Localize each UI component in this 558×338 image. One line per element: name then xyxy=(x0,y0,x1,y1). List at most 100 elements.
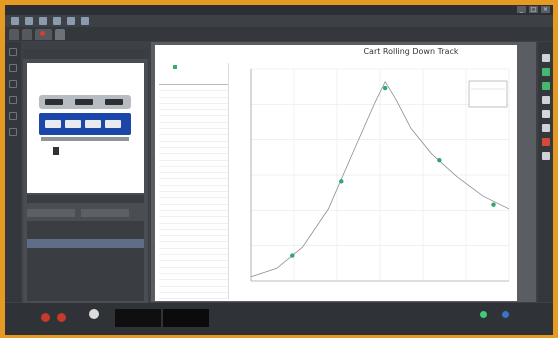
hardware-icon[interactable] xyxy=(9,48,17,56)
data-icon[interactable] xyxy=(9,64,17,72)
table-cell xyxy=(200,135,228,140)
table-cell xyxy=(171,116,200,121)
table-cell xyxy=(159,91,171,96)
connection-icon[interactable] xyxy=(480,311,487,318)
table-cell xyxy=(200,268,228,273)
app-window: _ □ × xyxy=(5,5,553,335)
scale-icon[interactable] xyxy=(542,54,550,62)
table-cell xyxy=(200,217,228,222)
table-cell xyxy=(200,205,228,210)
col-x xyxy=(171,71,200,84)
table-cell xyxy=(159,192,171,197)
table-cell xyxy=(171,198,200,203)
data-point[interactable] xyxy=(437,158,441,162)
maximize-button[interactable]: □ xyxy=(529,6,538,13)
tab-table[interactable] xyxy=(35,29,52,40)
redo-icon[interactable] xyxy=(67,17,75,25)
table-cell xyxy=(200,274,228,279)
device-preview xyxy=(27,63,144,193)
delete-icon[interactable] xyxy=(542,138,550,146)
port-1 xyxy=(45,99,63,105)
annotation-icon[interactable] xyxy=(542,96,550,104)
table-cell xyxy=(171,161,200,166)
print-icon[interactable] xyxy=(81,17,89,25)
port-4 xyxy=(45,120,61,128)
table-cell xyxy=(159,123,171,128)
interface-top xyxy=(39,95,131,109)
port-7 xyxy=(105,120,121,128)
table-cell xyxy=(159,224,171,229)
table-header xyxy=(159,71,228,85)
new-file-icon[interactable] xyxy=(11,17,19,25)
table-body xyxy=(159,85,228,299)
logger-status xyxy=(163,309,209,327)
table-cell xyxy=(159,154,171,159)
col-index xyxy=(159,71,171,84)
table-cell xyxy=(200,104,228,109)
data-table xyxy=(159,63,229,299)
table-cell xyxy=(171,192,200,197)
undo-icon[interactable] xyxy=(53,17,61,25)
table-cell xyxy=(159,110,171,115)
table-cell xyxy=(159,205,171,210)
fit-icon[interactable] xyxy=(542,82,550,90)
data-point[interactable] xyxy=(491,202,495,206)
tab-home[interactable] xyxy=(9,29,19,40)
close-button[interactable]: × xyxy=(541,6,550,13)
table-cell xyxy=(159,249,171,254)
panel-header xyxy=(23,49,148,59)
table-cell xyxy=(171,255,200,260)
table-cell xyxy=(159,179,171,184)
data-point[interactable] xyxy=(290,253,294,257)
legend-box xyxy=(469,81,507,107)
open-file-icon[interactable] xyxy=(25,17,33,25)
tab-graph[interactable] xyxy=(55,29,65,40)
plot-area xyxy=(237,61,517,301)
table-cell xyxy=(159,198,171,203)
chart-type-icon[interactable] xyxy=(542,68,550,76)
table-cell xyxy=(200,85,228,90)
sampling-options-icon[interactable] xyxy=(89,309,99,319)
list-item[interactable] xyxy=(27,257,144,266)
port-5 xyxy=(65,120,81,128)
table-cell xyxy=(171,287,200,292)
interface-body xyxy=(39,113,131,135)
table-cell xyxy=(171,167,200,172)
table-cell xyxy=(171,179,200,184)
tab-sensors[interactable] xyxy=(22,29,32,40)
table-cell xyxy=(159,274,171,279)
table-cell xyxy=(159,211,171,216)
display-icon[interactable] xyxy=(9,128,17,136)
minimize-button[interactable]: _ xyxy=(517,6,526,13)
table-cell xyxy=(200,198,228,203)
sampling-icon[interactable] xyxy=(9,96,17,104)
statistics-icon[interactable] xyxy=(542,124,550,132)
journal-icon[interactable] xyxy=(9,112,17,120)
panel-button-left[interactable] xyxy=(27,209,75,217)
table-row[interactable] xyxy=(159,293,228,299)
calculator-icon[interactable] xyxy=(9,80,17,88)
table-cell xyxy=(171,148,200,153)
save-icon[interactable] xyxy=(39,17,47,25)
help-icon[interactable] xyxy=(502,311,509,318)
table-cell xyxy=(159,104,171,109)
record-icon[interactable] xyxy=(41,313,50,322)
stop-icon[interactable] xyxy=(57,313,66,322)
list-item[interactable] xyxy=(27,221,144,230)
properties-icon[interactable] xyxy=(542,152,550,160)
table-cell xyxy=(171,85,200,90)
panel-button-right[interactable] xyxy=(81,209,129,217)
table-cell xyxy=(171,217,200,222)
table-cell xyxy=(200,129,228,134)
title-bar: _ □ × xyxy=(5,5,553,15)
list-item[interactable] xyxy=(27,230,144,239)
table-cell xyxy=(200,249,228,254)
table-cell xyxy=(159,148,171,153)
data-point[interactable] xyxy=(383,86,387,90)
data-point[interactable] xyxy=(339,179,343,183)
table-cell xyxy=(171,104,200,109)
list-item[interactable] xyxy=(27,248,144,257)
list-item[interactable] xyxy=(27,239,144,248)
coordinates-icon[interactable] xyxy=(542,110,550,118)
table-cell xyxy=(159,261,171,266)
